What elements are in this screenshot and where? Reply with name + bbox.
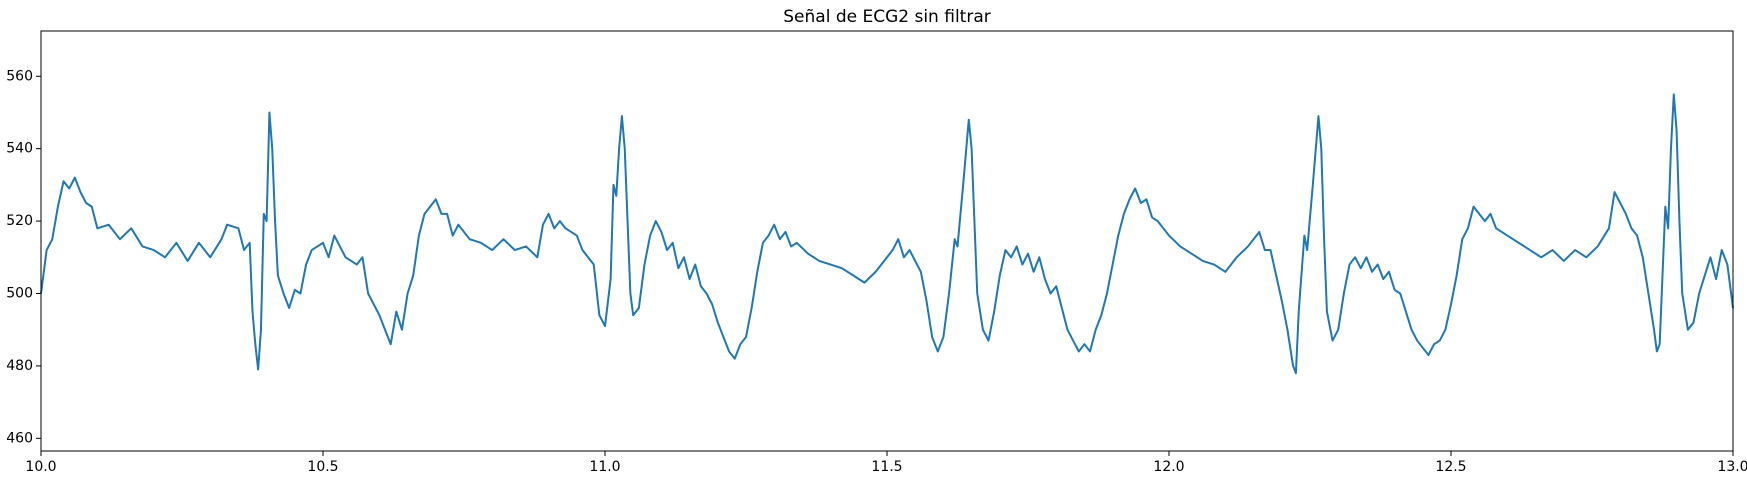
y-tick-label: 460 [6,430,33,446]
x-tick-label: 12.0 [1153,459,1184,475]
y-tick-label: 480 [6,358,33,374]
plot-frame [40,30,1734,452]
signal-line [40,93,1734,375]
y-tick-label: 540 [6,141,33,157]
y-tick-label: 560 [6,68,33,84]
x-tick-label: 10.0 [25,459,56,475]
y-tick-label: 500 [6,286,33,302]
x-tick-label: 13.0 [1717,459,1747,475]
chart-title: Señal de ECG2 sin filtrar [783,7,990,27]
x-tick-label: 11.0 [589,459,620,475]
y-tick-label: 520 [6,213,33,229]
x-tick-label: 10.5 [307,459,338,475]
x-tick-label: 12.5 [1435,459,1466,475]
x-tick-label: 11.5 [871,459,902,475]
